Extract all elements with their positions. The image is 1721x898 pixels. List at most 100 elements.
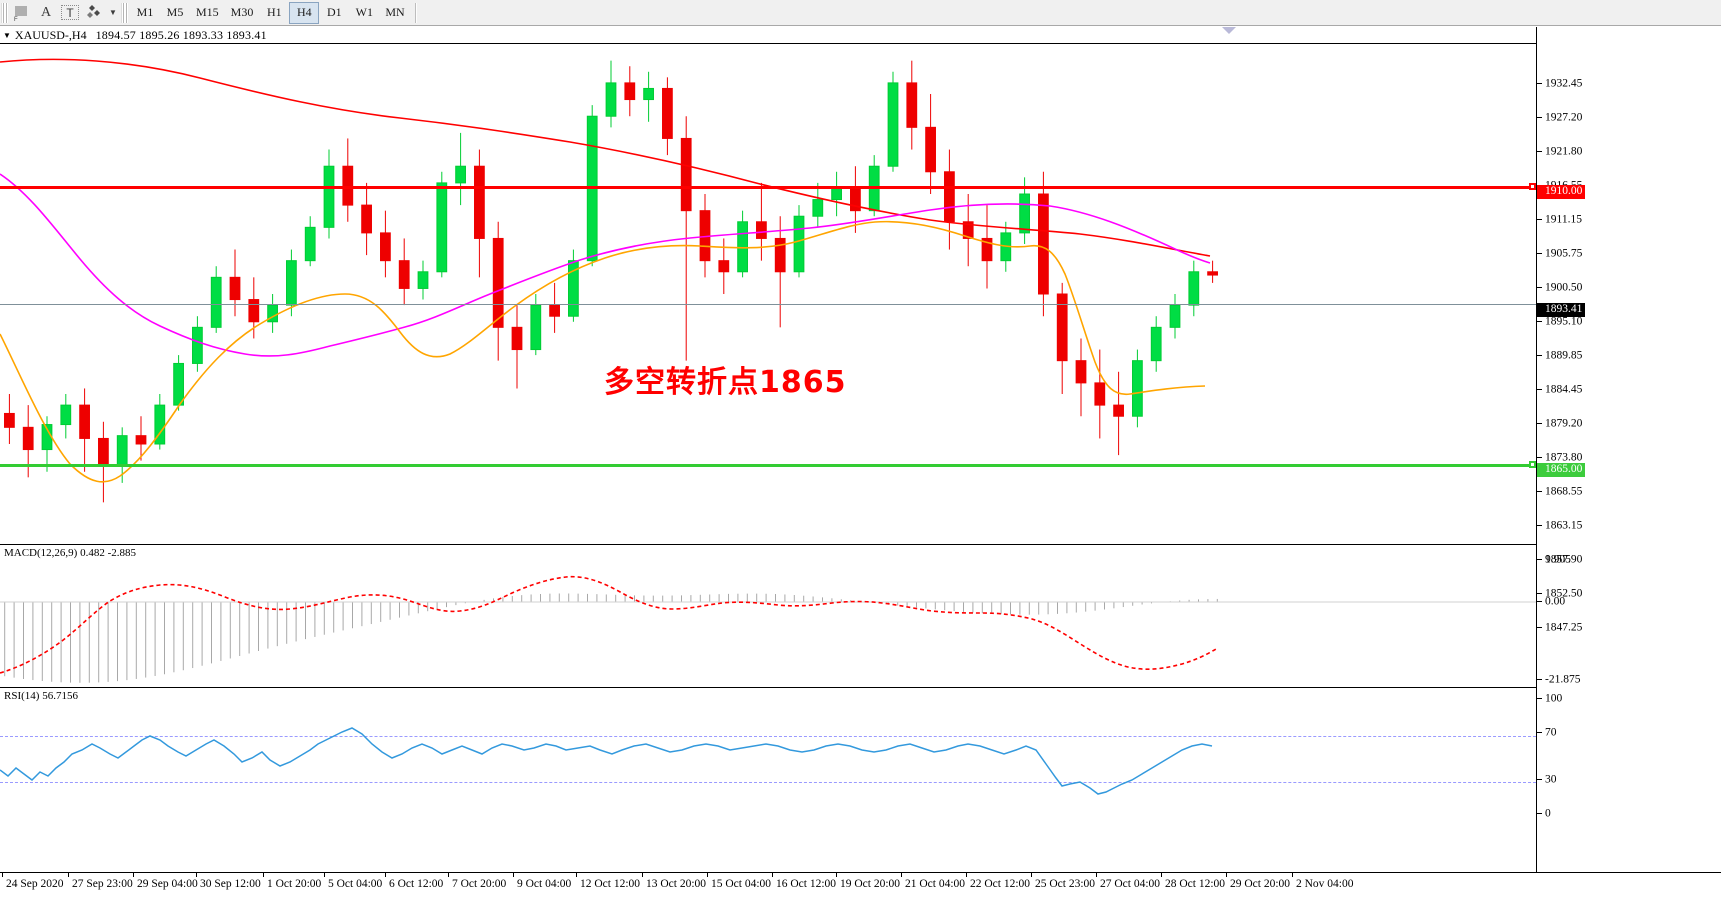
- rsi-line-layer: [0, 727, 1213, 795]
- svg-text:F: F: [14, 17, 18, 21]
- time-tick: [263, 873, 264, 877]
- time-label: 9 Oct 04:00: [517, 878, 572, 890]
- objects-dropdown-icon[interactable]: ▼: [109, 8, 117, 17]
- candle-body: [756, 221, 767, 239]
- candle-body: [154, 404, 166, 445]
- time-label: 22 Oct 12:00: [970, 878, 1031, 890]
- time-tick: [1031, 873, 1032, 877]
- symbol-name: XAUUSD-,H4: [14, 27, 87, 42]
- price-tick: 1927.20: [1537, 111, 1721, 123]
- time-label: 25 Oct 23:00: [1035, 878, 1096, 890]
- rsi-tick: 0: [1537, 807, 1721, 819]
- candle-body: [549, 304, 560, 317]
- candle-body: [436, 182, 448, 273]
- candle-body: [229, 276, 241, 301]
- price-level-tag[interactable]: 1893.41: [1537, 303, 1586, 317]
- time-tick: [772, 873, 773, 877]
- price-tick: 1911.15: [1537, 213, 1721, 225]
- candle-body: [718, 260, 730, 273]
- time-tick: [642, 873, 643, 877]
- resistance-line-handle[interactable]: [1529, 183, 1536, 190]
- rsi-lower-band-30: [0, 782, 1536, 783]
- support-line-handle[interactable]: [1529, 461, 1536, 468]
- price-tick: 1863.15: [1537, 519, 1721, 531]
- candle-body: [361, 204, 372, 234]
- macd-pane[interactable]: MACD(12,26,9) 0.482 -2.885: [0, 544, 1536, 686]
- time-axis[interactable]: 24 Sep 2020 27 Sep 23:00 29 Sep 04:00 30 Se…: [0, 872, 1721, 898]
- candle-body: [680, 137, 692, 212]
- moving-average-layer: [0, 58, 1211, 483]
- symbol-header: ▼ XAUUSD-,H4 1894.57 1895.26 1893.33 189…: [0, 27, 1540, 43]
- timeframe-mn[interactable]: MN: [385, 5, 405, 19]
- macd-tick: 0.00: [1537, 595, 1721, 607]
- candle-body: [4, 412, 15, 428]
- collapse-icon[interactable]: ▼: [3, 30, 11, 40]
- time-tick: [576, 873, 577, 877]
- candle-body: [474, 165, 485, 239]
- rsi-tick: 30: [1537, 773, 1721, 785]
- time-label: 29 Oct 20:00: [1230, 878, 1291, 890]
- time-tick: [966, 873, 967, 877]
- time-tick: [196, 873, 197, 877]
- rsi-pane[interactable]: RSI(14) 56.7156: [0, 687, 1536, 872]
- timeframe-h4[interactable]: H4: [289, 1, 320, 24]
- time-label: 1 Oct 20:00: [267, 878, 322, 890]
- candle-body: [568, 260, 579, 317]
- objects-tool-icon[interactable]: [82, 2, 106, 24]
- candle-body: [774, 237, 786, 273]
- candle-body: [624, 82, 636, 101]
- support-line-1865[interactable]: [0, 464, 1536, 467]
- candle-body: [1207, 271, 1218, 276]
- price-tick: 1905.75: [1537, 247, 1721, 259]
- candle-body: [22, 426, 34, 451]
- timeframe-m15[interactable]: M15: [196, 5, 219, 19]
- price-level-tag[interactable]: 1910.00: [1537, 185, 1586, 199]
- toolbar-grip-2[interactable]: [121, 2, 128, 23]
- macd-label: MACD(12,26,9) 0.482 -2.885: [4, 547, 136, 559]
- price-tick: 1873.80: [1537, 451, 1721, 463]
- crosshair-icon[interactable]: F: [10, 2, 34, 24]
- time-tick: [513, 873, 514, 877]
- candle-body: [192, 326, 203, 364]
- chart-annotation-text[interactable]: 多空转折点1865: [604, 365, 847, 400]
- timeframe-m1[interactable]: M1: [136, 5, 154, 19]
- ohlc-values: 1894.57 1895.26 1893.33 1893.41: [95, 27, 267, 42]
- time-tick: [1096, 873, 1097, 877]
- price-level-tag[interactable]: 1865.00: [1537, 463, 1586, 477]
- toolbar-grip-3[interactable]: [414, 2, 417, 23]
- candle-body: [1188, 271, 1200, 306]
- toolbar-grip[interactable]: [1, 2, 8, 23]
- price-chart-pane[interactable]: [0, 43, 1536, 543]
- candle-body: [1019, 193, 1030, 234]
- price-axis[interactable]: 1932.451927.201921.801916.551911.151905.…: [1536, 27, 1721, 872]
- timeframe-w1[interactable]: W1: [355, 5, 373, 19]
- candle-body: [981, 237, 993, 262]
- timeframe-m30[interactable]: M30: [230, 5, 254, 19]
- time-label: 15 Oct 04:00: [711, 878, 772, 890]
- rsi-label: RSI(14) 56.7156: [4, 690, 78, 702]
- time-label: 29 Sep 04:00: [137, 878, 198, 890]
- candle-body: [737, 221, 748, 273]
- time-label: 27 Oct 04:00: [1100, 878, 1161, 890]
- time-tick: [707, 873, 708, 877]
- candle-body: [962, 221, 974, 239]
- timeframe-m5[interactable]: M5: [166, 5, 184, 19]
- candle-body: [605, 82, 617, 117]
- candle-body: [1094, 382, 1106, 406]
- time-label: 16 Oct 12:00: [776, 878, 837, 890]
- timeframe-d1[interactable]: D1: [327, 5, 342, 19]
- candle-body: [1113, 404, 1124, 417]
- rsi-upper-band-70: [0, 736, 1536, 737]
- scroll-position-marker[interactable]: [1222, 27, 1236, 34]
- timeframe-h1[interactable]: H1: [267, 5, 282, 19]
- text-label-tool-icon[interactable]: T: [58, 2, 82, 24]
- resistance-line-1910[interactable]: [0, 186, 1536, 189]
- time-label: 5 Oct 04:00: [328, 878, 383, 890]
- text-tool-icon[interactable]: A: [40, 4, 52, 20]
- candle-body: [812, 199, 824, 217]
- time-tick: [385, 873, 386, 877]
- candle-body: [60, 404, 72, 426]
- time-tick: [448, 873, 449, 877]
- candle-body: [925, 126, 936, 173]
